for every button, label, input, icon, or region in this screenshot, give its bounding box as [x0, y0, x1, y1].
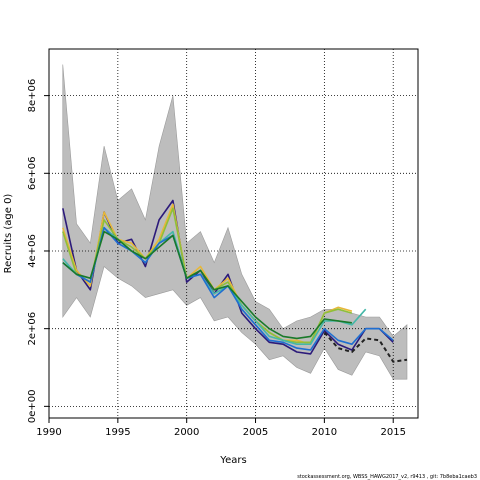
confidence-band — [62, 64, 408, 380]
y-tick-label: 0e+00 — [27, 390, 38, 424]
y-axis-title: Recruits (age 0) — [3, 194, 14, 274]
x-tick-label: 1990 — [36, 427, 61, 438]
y-tick-label: 2e+06 — [27, 312, 38, 346]
x-tick-label: 2010 — [312, 427, 337, 438]
x-tick-label: 2000 — [174, 427, 199, 438]
y-tick-label: 8e+06 — [27, 79, 38, 113]
x-tick-label: 1995 — [105, 427, 130, 438]
series-line-4 — [62, 226, 367, 345]
x-tick-label: 2005 — [243, 427, 268, 438]
plot-frame — [48, 48, 419, 419]
y-tick-label: 6e+06 — [27, 156, 38, 190]
footer-text: stockassessment.org, WBSS_HAWG2017_v2, r… — [297, 474, 477, 480]
x-axis-title: Years — [219, 455, 246, 466]
y-tick-label: 4e+06 — [27, 234, 38, 268]
axis-layer: 1990 1995 2000 2005 2010 2015 0e+00 2e+06 4e+06 6… — [27, 79, 406, 438]
series-line-6 — [62, 230, 353, 340]
x-tick-label: 2015 — [380, 427, 405, 438]
uncertainty-band-layer — [62, 64, 408, 380]
series-line-7 — [323, 331, 408, 363]
series-layer — [62, 199, 408, 363]
